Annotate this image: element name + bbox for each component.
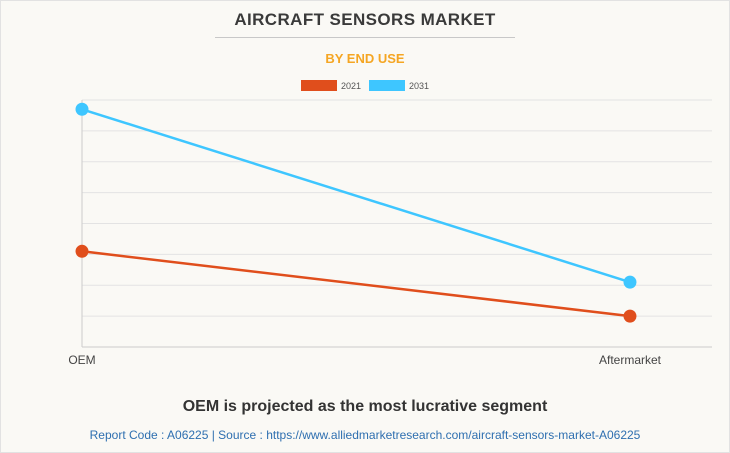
source-footer[interactable]: Report Code : A06225 | Source : https://… (89, 428, 641, 442)
data-point-2021-aftermarket (623, 309, 637, 323)
x-tick-label-oem: OEM (68, 353, 95, 367)
legend-swatch-2031 (369, 80, 405, 91)
chart-insight: OEM is projected as the most lucrative s… (182, 398, 548, 415)
legend: 2021 2031 (0, 80, 730, 91)
legend-label-2021: 2021 (340, 80, 361, 91)
legend-item-2021[interactable]: 2021 (300, 80, 361, 91)
chart-subtitle: BY END USE (325, 51, 405, 66)
data-point-2031-oem (75, 102, 89, 116)
chart-title: AIRCRAFT SENSORS MARKET (234, 10, 496, 29)
series-line-2031 (81, 108, 631, 284)
title-divider (215, 37, 515, 38)
legend-label-2031: 2031 (409, 80, 430, 91)
x-tick-label-aftermarket: Aftermarket (599, 353, 662, 367)
legend-item-2031[interactable]: 2031 (369, 80, 429, 91)
data-point-2021-oem (75, 244, 89, 258)
series-line-2021 (81, 250, 631, 318)
legend-swatch-2021 (300, 80, 337, 91)
data-point-2031-aftermarket (623, 275, 637, 289)
